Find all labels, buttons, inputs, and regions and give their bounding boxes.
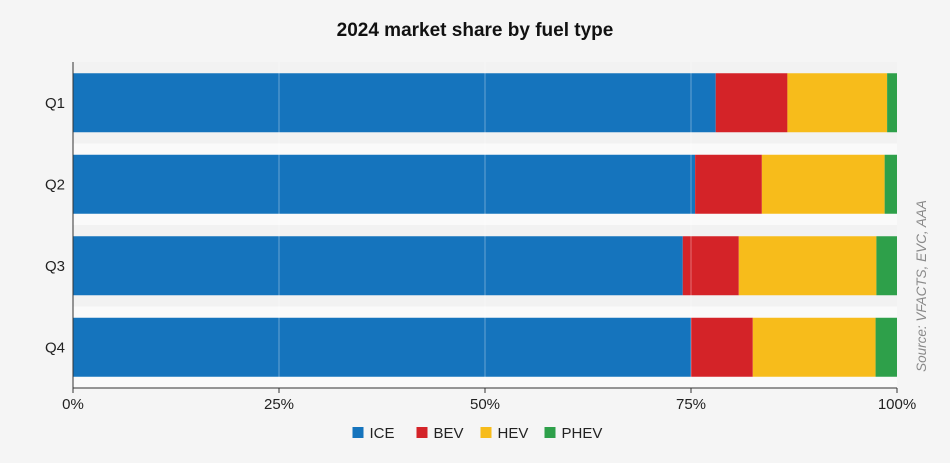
bar-segment-hev-q2 bbox=[761, 154, 885, 214]
bar-segment-phev-q4 bbox=[875, 317, 897, 377]
category-label: Q1 bbox=[45, 95, 65, 112]
x-tick-label: 100% bbox=[878, 396, 916, 413]
legend-swatch-phev bbox=[544, 427, 556, 438]
source-note: Source: VFACTS, EVC, AAA bbox=[914, 200, 929, 372]
legend: ICE BEV HEV PHEV bbox=[352, 425, 603, 442]
legend-label-hev: HEV bbox=[498, 425, 529, 442]
category-label: Q4 bbox=[45, 339, 65, 356]
legend-label-phev: PHEV bbox=[562, 425, 603, 442]
bar-segment-bev-q2 bbox=[695, 154, 762, 214]
category-labels: Q1 Q2 Q3 Q4 bbox=[45, 95, 65, 357]
bars bbox=[73, 73, 897, 377]
legend-swatch-bev bbox=[416, 427, 428, 438]
bar-segment-ice-q2 bbox=[73, 154, 696, 214]
bar-segment-ice-q4 bbox=[73, 317, 691, 377]
gridlines bbox=[278, 62, 692, 388]
category-label: Q3 bbox=[45, 258, 65, 275]
x-tick-label: 75% bbox=[676, 396, 706, 413]
bar-segment-bev-q4 bbox=[691, 317, 753, 377]
legend-label-bev: BEV bbox=[434, 425, 464, 442]
bar-segment-ice-q3 bbox=[73, 236, 683, 296]
category-label: Q2 bbox=[45, 176, 65, 193]
bar-segment-hev-q4 bbox=[752, 317, 876, 377]
bar-segment-hev-q1 bbox=[787, 73, 888, 133]
bar-segment-phev-q2 bbox=[884, 154, 897, 214]
bar-segment-phev-q1 bbox=[887, 73, 897, 133]
axes bbox=[72, 62, 898, 393]
legend-swatch-ice bbox=[352, 427, 364, 438]
x-tick-label: 25% bbox=[264, 396, 294, 413]
bar-segment-bev-q3 bbox=[682, 236, 739, 296]
bar-segment-ice-q1 bbox=[73, 73, 716, 133]
legend-swatch-hev bbox=[480, 427, 492, 438]
chart-title: 2024 market share by fuel type bbox=[337, 20, 614, 41]
x-tick-label: 0% bbox=[62, 396, 84, 413]
bar-segment-phev-q3 bbox=[876, 236, 897, 296]
bar-segment-hev-q3 bbox=[738, 236, 877, 296]
x-tick-label: 50% bbox=[470, 396, 500, 413]
x-tick-labels: 0% 25% 50% 75% 100% bbox=[62, 396, 916, 413]
bar-segment-bev-q1 bbox=[715, 73, 788, 133]
legend-label-ice: ICE bbox=[370, 425, 395, 442]
